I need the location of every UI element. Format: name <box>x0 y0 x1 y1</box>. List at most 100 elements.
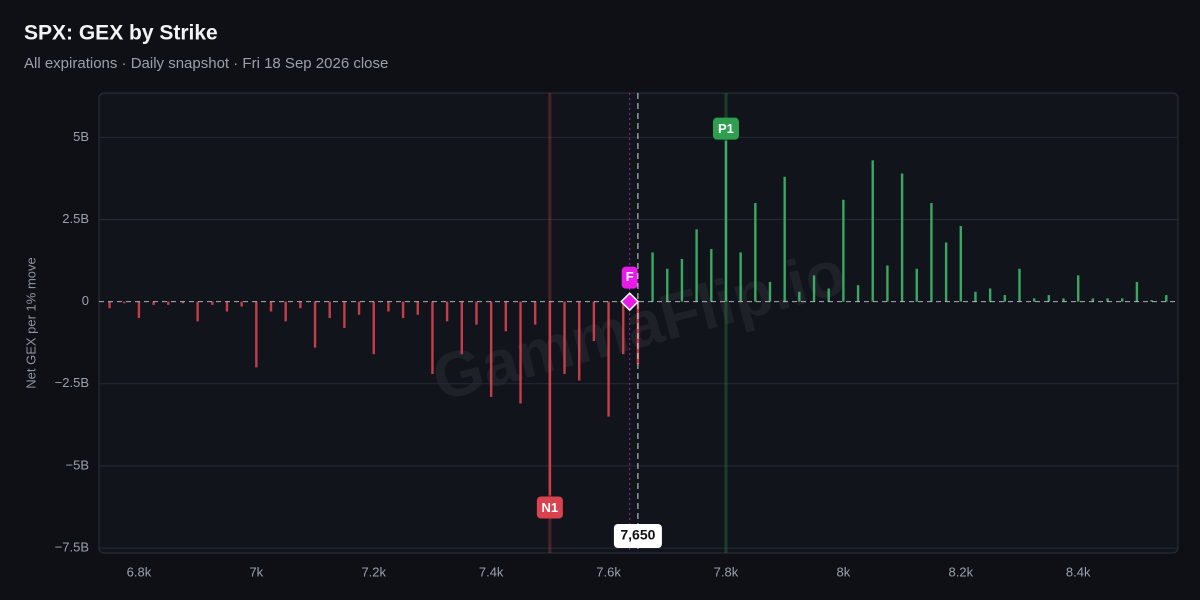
bar <box>445 301 449 322</box>
x-tick-label: 8.4k <box>1066 564 1091 579</box>
bar <box>710 249 713 302</box>
bar <box>328 301 331 319</box>
y-tick-label: 2.5B <box>62 211 89 226</box>
bar <box>504 301 508 332</box>
bar <box>1135 281 1139 302</box>
bar <box>1018 268 1021 302</box>
y-axis-label: Net GEX per 1% move <box>23 257 38 389</box>
bar <box>475 301 478 325</box>
x-tick-label: 8k <box>837 564 851 579</box>
bar <box>1106 298 1109 302</box>
bar <box>123 301 126 304</box>
flip-pill <box>621 266 638 289</box>
marker-pill <box>712 117 739 140</box>
bar <box>519 301 522 404</box>
bar <box>343 301 346 328</box>
bar <box>944 242 948 302</box>
marker-label: P1 <box>718 121 734 136</box>
y-tick-label: 5B <box>73 129 89 144</box>
x-tick-label: 7.8k <box>714 564 739 579</box>
bar <box>886 265 889 302</box>
bar <box>1150 300 1153 302</box>
bar <box>1091 298 1095 302</box>
bar <box>255 301 258 368</box>
bar <box>768 281 772 302</box>
bar <box>152 301 155 305</box>
bar <box>666 268 669 302</box>
bar <box>269 301 273 312</box>
x-tick-label: 8.2k <box>949 564 974 579</box>
bar <box>137 301 141 319</box>
chart-subtitle: All expirations · Daily snapshot · Fri 1… <box>24 55 388 72</box>
y-tick-label: 0 <box>82 293 89 308</box>
bar <box>533 301 537 325</box>
bar <box>431 301 434 374</box>
bar <box>930 203 933 302</box>
bar <box>401 301 405 319</box>
bar <box>1032 298 1036 302</box>
bar <box>548 301 552 496</box>
bar <box>871 160 874 302</box>
bar <box>416 301 419 315</box>
bar <box>357 301 361 315</box>
y-tick-label: −5B <box>66 457 90 472</box>
bar <box>754 203 757 302</box>
y-tick-label: −7.5B <box>55 540 89 555</box>
bar <box>842 199 845 302</box>
spot-label: 7,650 <box>620 527 655 543</box>
flip-diamond <box>620 292 640 312</box>
bar <box>959 226 962 302</box>
bar <box>211 301 214 305</box>
spot-pill <box>613 524 662 548</box>
x-tick-label: 7k <box>249 564 263 579</box>
bar <box>812 275 816 302</box>
bar <box>1121 298 1124 302</box>
chart-title: SPX: GEX by Strike <box>24 22 218 45</box>
x-tick-label: 7.2k <box>361 564 386 579</box>
bar <box>1003 295 1007 302</box>
bar <box>651 252 654 302</box>
bar <box>387 301 390 312</box>
bar <box>900 173 904 302</box>
bar <box>988 288 992 302</box>
marker-pill <box>536 496 563 519</box>
bar <box>225 301 229 312</box>
bar <box>167 301 170 305</box>
bar <box>592 301 596 342</box>
bar <box>622 301 625 355</box>
flip-label: F <box>626 269 634 284</box>
bar <box>460 301 463 355</box>
bar <box>915 268 918 302</box>
bar <box>489 301 493 397</box>
bar <box>313 301 317 348</box>
bar <box>724 140 728 302</box>
marker-label: N1 <box>542 500 559 515</box>
bar <box>1077 275 1080 302</box>
bar <box>240 301 243 307</box>
bar <box>798 291 801 302</box>
bar <box>563 301 566 374</box>
bar <box>108 301 111 309</box>
x-tick-label: 7.4k <box>479 564 504 579</box>
bar <box>783 176 786 302</box>
x-tick-label: 6.8k <box>127 564 152 579</box>
bar <box>680 258 684 302</box>
bar <box>856 285 860 302</box>
y-tick-label: −2.5B <box>55 375 89 390</box>
bar <box>181 301 185 304</box>
bar <box>1062 298 1065 302</box>
bar <box>636 301 640 365</box>
bar <box>372 301 375 355</box>
bar <box>1047 295 1051 302</box>
bar <box>695 229 698 302</box>
bar <box>1165 295 1168 302</box>
bar <box>196 301 199 322</box>
bar <box>607 301 610 417</box>
bar <box>739 252 742 302</box>
bar <box>827 288 830 302</box>
bar <box>284 301 287 322</box>
bar <box>974 291 977 302</box>
bar <box>299 301 302 309</box>
